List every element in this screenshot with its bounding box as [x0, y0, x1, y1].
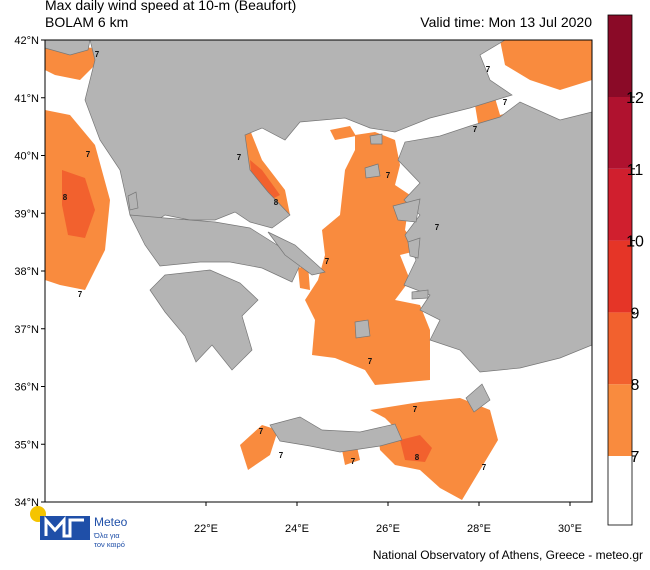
contour-label: 7	[486, 65, 491, 74]
map-title: Max daily wind speed at 10-m (Beaufort)	[45, 0, 296, 13]
lat-tick-label: 38°N	[14, 266, 39, 278]
wind-area	[45, 45, 98, 80]
lat-tick-label: 42°N	[14, 35, 39, 47]
lat-tick-label: 39°N	[14, 208, 39, 220]
contour-label: 7	[503, 98, 508, 107]
land-lesvos	[392, 198, 421, 223]
wind-area	[62, 170, 95, 238]
contour-label: 7	[368, 357, 373, 366]
colorbar: 7 8 9 10 11 12	[607, 14, 644, 526]
lon-tick-label: 30°E	[558, 523, 582, 535]
logo-m	[44, 516, 84, 538]
wind-area	[250, 160, 280, 200]
lon-tick-label: 26°E	[376, 523, 400, 535]
lat-tick-label: 34°N	[14, 497, 39, 509]
colorbar-label: 7	[631, 449, 640, 466]
colorbar-frame	[607, 14, 633, 526]
contour-label: 7	[473, 125, 478, 134]
colorbar-segment	[608, 312, 632, 385]
lon-tick-label: 28°E	[467, 523, 491, 535]
contour-label: 8	[415, 453, 420, 462]
wind-area	[370, 398, 498, 500]
logo: Meteo Όλα για τον καιρό	[30, 506, 128, 549]
lat-tick-label: 37°N	[14, 324, 39, 336]
lon-tick-label: 22°E	[194, 523, 218, 535]
contour-label: 7	[237, 153, 242, 162]
land-crete	[269, 416, 403, 453]
land-italy	[45, 40, 91, 56]
logo-tagline: τον καιρό	[94, 540, 125, 549]
colorbar-segment	[608, 240, 632, 313]
colorbar-segment	[608, 168, 632, 241]
colorbar-label: 9	[631, 305, 640, 322]
colorbar-label: 8	[631, 377, 640, 394]
contour-label: 7	[435, 223, 440, 232]
land-chios	[407, 237, 421, 259]
colorbar-label: 11	[627, 162, 644, 179]
colorbar-segment	[608, 15, 632, 97]
land-thasos	[369, 133, 383, 145]
land-naxos	[354, 319, 371, 339]
colorbar-segment	[608, 97, 632, 169]
lat-tick-label: 35°N	[14, 439, 39, 451]
land-balkans	[84, 40, 513, 229]
credit: National Observatory of Athens, Greece -…	[373, 548, 643, 562]
wind-area	[240, 425, 278, 470]
land-lemnos	[364, 163, 381, 179]
colorbar-label: 10	[626, 234, 644, 251]
contour-label: 7	[279, 451, 284, 460]
contour-label: 7	[95, 50, 100, 59]
wind-area	[400, 435, 432, 462]
lat-tick-label: 41°N	[14, 93, 39, 105]
land-euboea	[267, 231, 326, 276]
contour-label: 7	[413, 405, 418, 414]
contour-label: 7	[86, 150, 91, 159]
colorbar-segment	[608, 456, 632, 525]
wind-area	[305, 132, 430, 385]
valid-time: Valid time: Mon 13 Jul 2020	[420, 14, 592, 30]
lon-tick-label: 24°E	[285, 523, 309, 535]
contour-label: 7	[78, 290, 83, 299]
lat-tick-label: 40°N	[14, 151, 39, 163]
contour-label: 8	[274, 198, 279, 207]
map-subtitle: BOLAM 6 km	[45, 14, 128, 30]
colorbar-segment	[608, 384, 632, 456]
contour-label: 7	[386, 171, 391, 180]
contour-label: 7	[482, 463, 487, 472]
logo-name: Meteo	[94, 515, 128, 529]
contour-label: 7	[351, 457, 356, 466]
land-samos	[411, 289, 429, 300]
wind-area	[500, 40, 592, 90]
colorbar-label: 12	[626, 90, 644, 107]
land-central-greece	[129, 214, 301, 283]
axes: 42°N 41°N 40°N 39°N 38°N 37°N 36°N 35°N 34°N 22°E…	[14, 35, 582, 535]
contour-label: 7	[325, 257, 330, 266]
land	[45, 40, 592, 453]
logo-tagline: Όλα για	[93, 531, 120, 540]
contour-label: 7	[259, 427, 264, 436]
land-peloponnese	[149, 269, 259, 371]
map-area: 7 7 8 7 7 8 7 7 7 7 7 7 7 7 7 7 7 8 7	[45, 40, 592, 502]
land-corfu	[127, 191, 139, 211]
contour-label: 8	[63, 193, 68, 202]
land-rhodes	[465, 383, 491, 413]
wind-areas	[45, 40, 592, 500]
lat-tick-label: 36°N	[14, 382, 39, 394]
contour-labels: 7 7 8 7 7 8 7 7 7 7 7 7 7 7 7 7 7 8 7	[63, 50, 508, 472]
wind-area	[330, 126, 356, 140]
